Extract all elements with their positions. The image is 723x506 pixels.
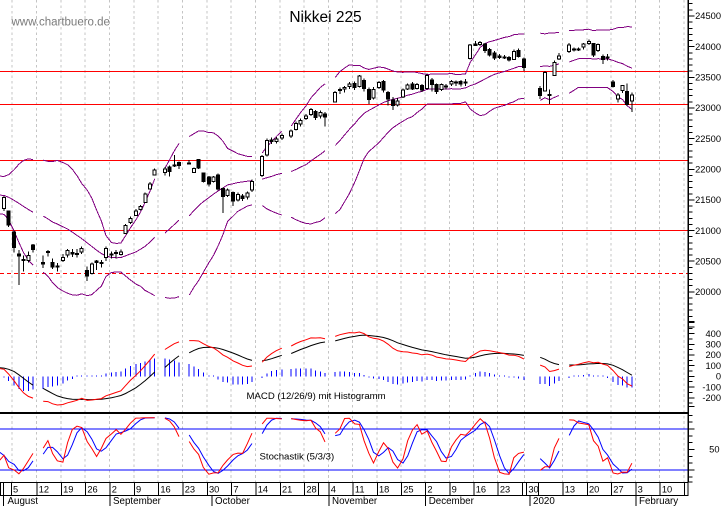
svg-text:100: 100 (705, 361, 721, 371)
svg-text:20500: 20500 (695, 256, 721, 266)
svg-text:23000: 23000 (695, 103, 721, 113)
svg-text:9: 9 (136, 485, 141, 495)
svg-text:24000: 24000 (695, 42, 721, 52)
svg-text:MACD (12/26/9) mit Histogramm: MACD (12/26/9) mit Histogramm (247, 391, 386, 402)
svg-text:30: 30 (209, 485, 219, 495)
svg-text:Stochastik (5/3/3): Stochastik (5/3/3) (260, 452, 335, 463)
svg-text:9: 9 (452, 485, 457, 495)
svg-text:23: 23 (185, 485, 195, 495)
svg-text:3: 3 (638, 485, 643, 495)
svg-text:18: 18 (379, 485, 389, 495)
svg-text:19: 19 (63, 485, 73, 495)
svg-text:0: 0 (716, 372, 721, 382)
svg-text:200: 200 (705, 350, 721, 360)
svg-text:16: 16 (476, 485, 486, 495)
svg-text:7: 7 (233, 485, 238, 495)
svg-text:21: 21 (282, 485, 292, 495)
svg-text:December: December (429, 496, 475, 506)
svg-text:23500: 23500 (695, 73, 721, 83)
svg-text:13: 13 (565, 485, 575, 495)
svg-text:2020: 2020 (533, 496, 555, 506)
svg-text:21000: 21000 (695, 226, 721, 236)
svg-text:-100: -100 (702, 382, 721, 392)
svg-text:11: 11 (355, 485, 365, 495)
svg-text:20: 20 (589, 485, 599, 495)
svg-text:September: September (113, 496, 162, 506)
svg-text:50: 50 (709, 445, 719, 455)
svg-text:26: 26 (87, 485, 97, 495)
svg-text:30: 30 (528, 485, 538, 495)
svg-text:4: 4 (331, 485, 336, 495)
svg-text:23: 23 (500, 485, 510, 495)
svg-text:5: 5 (13, 485, 18, 495)
svg-text:2: 2 (427, 485, 432, 495)
svg-text:27: 27 (613, 485, 623, 495)
svg-text:24500: 24500 (695, 11, 721, 21)
svg-text:14: 14 (258, 485, 268, 495)
svg-text:20000: 20000 (695, 287, 721, 297)
svg-text:12: 12 (39, 485, 49, 495)
svg-text:Nikkei 225: Nikkei 225 (289, 9, 361, 26)
svg-text:300: 300 (705, 340, 721, 350)
svg-text:400: 400 (705, 329, 721, 339)
svg-text:-200: -200 (702, 393, 721, 403)
svg-text:February: February (639, 496, 678, 506)
svg-text:22000: 22000 (695, 164, 721, 174)
svg-text:October: October (215, 496, 251, 506)
svg-text:22500: 22500 (695, 134, 721, 144)
svg-text:2: 2 (112, 485, 117, 495)
svg-text:www.chartbuero.de: www.chartbuero.de (11, 16, 110, 28)
svg-text:November: November (332, 496, 378, 506)
svg-text:25: 25 (403, 485, 413, 495)
svg-text:21500: 21500 (695, 195, 721, 205)
svg-text:10: 10 (662, 485, 672, 495)
svg-text:16: 16 (160, 485, 170, 495)
svg-text:28: 28 (306, 485, 316, 495)
svg-text:August: August (8, 496, 39, 506)
